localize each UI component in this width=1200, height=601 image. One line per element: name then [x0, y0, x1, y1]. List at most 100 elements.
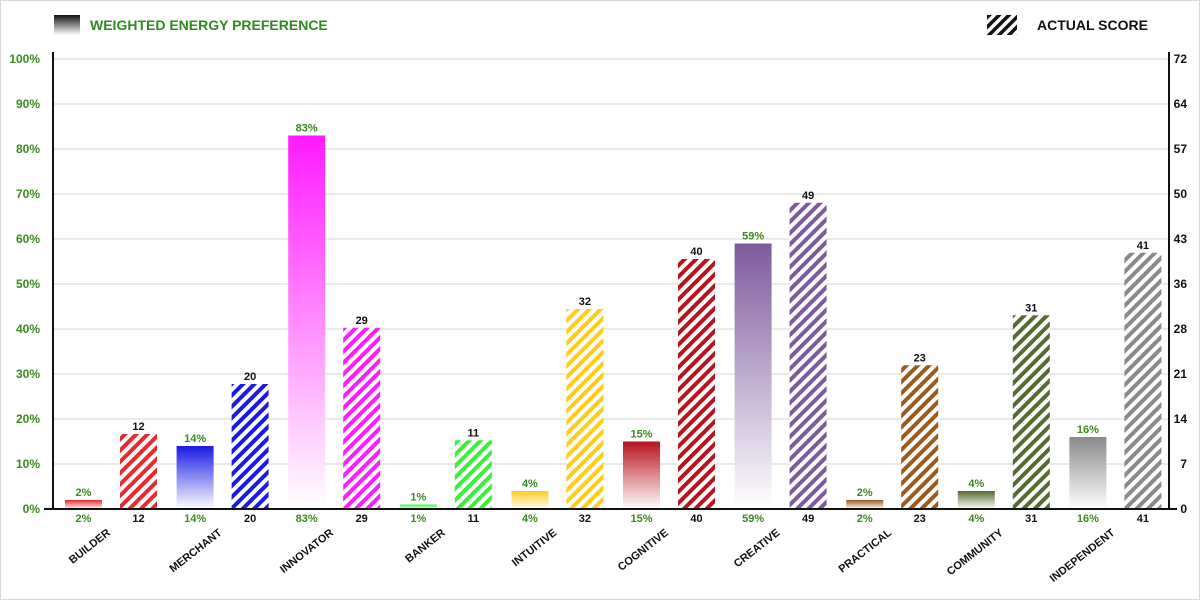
score-value-label: 40 [690, 246, 702, 258]
score-bar-merchant [231, 384, 269, 509]
preference-bottom-label: 15% [630, 513, 652, 525]
preference-value-label: 2% [76, 487, 92, 499]
score-value-label: 12 [132, 421, 144, 433]
preference-bottom-label: 16% [1077, 513, 1099, 525]
score-value-label: 11 [467, 427, 479, 439]
left-axis-ticks: 0% 10% 20% 30% 40% 50% 60% 70% 80% 90% 100% [9, 52, 40, 516]
right-tick-label: 72 [1174, 52, 1188, 66]
score-bottom-label: 20 [244, 513, 256, 525]
grid [53, 58, 1169, 465]
left-tick-label: 60% [16, 232, 40, 246]
legend: WEIGHTED ENERGY PREFERENCE ACTUAL SCORE [54, 15, 1148, 35]
preference-bar-banker [399, 504, 437, 509]
left-tick-label: 70% [16, 187, 40, 201]
preference-bottom-label: 59% [742, 513, 764, 525]
score-value-label: 29 [356, 315, 368, 327]
preference-bar-community [957, 491, 995, 509]
category-label-creative: CREATIVE [732, 527, 783, 570]
right-tick-label: 50 [1174, 187, 1188, 201]
score-bottom-label: 32 [579, 513, 591, 525]
left-tick-label: 30% [16, 367, 40, 381]
preference-value-label: 4% [522, 478, 538, 490]
preference-value-label: 16% [1077, 424, 1099, 436]
score-value-label: 41 [1137, 240, 1149, 252]
right-tick-label: 21 [1174, 367, 1188, 381]
category-label-banker: BANKER [403, 527, 448, 565]
bottom-value-labels: 2% 12 14% 20 83% 29 1% 11 4% 32 15% 40 59% 49 2% 23 4% 31… [76, 513, 1149, 525]
preference-value-label: 14% [184, 433, 206, 445]
right-tick-label: 57 [1174, 142, 1188, 156]
category-label-innovator: INNOVATOR [278, 527, 336, 576]
right-tick-label: 28 [1174, 322, 1188, 336]
preference-bottom-label: 14% [184, 513, 206, 525]
score-bottom-label: 23 [914, 513, 926, 525]
legend-preference-label: WEIGHTED ENERGY PREFERENCE [90, 17, 328, 33]
right-tick-label: 0 [1180, 502, 1187, 516]
left-tick-label: 20% [16, 412, 40, 426]
score-value-label: 31 [1025, 302, 1037, 314]
score-value-label: 23 [914, 352, 926, 364]
score-bottom-label: 12 [132, 513, 144, 525]
category-label-practical: PRACTICAL [837, 527, 895, 576]
category-label-independent: INDEPENDENT [1048, 527, 1118, 585]
score-bar-banker [454, 440, 492, 509]
score-bar-practical [901, 365, 939, 509]
category-labels: BUILDER MERCHANT INNOVATOR BANKER INTUITIVE C… [67, 527, 1118, 585]
score-value-label: 20 [244, 371, 256, 383]
preference-bar-intuitive [511, 491, 549, 509]
score-bar-intuitive [566, 309, 604, 509]
preference-bottom-label: 4% [522, 513, 538, 525]
score-bar-independent [1124, 252, 1162, 509]
left-tick-label: 40% [16, 322, 40, 336]
left-tick-label: 0% [23, 502, 41, 516]
left-tick-label: 10% [16, 457, 40, 471]
right-tick-label: 36 [1174, 277, 1188, 291]
category-label-merchant: MERCHANT [167, 527, 224, 575]
score-bar-community [1012, 315, 1050, 509]
preference-bar-independent [1069, 437, 1107, 509]
preference-value-label: 83% [296, 123, 318, 135]
score-bottom-label: 40 [690, 513, 702, 525]
preference-value-label: 2% [857, 487, 873, 499]
score-bottom-label: 31 [1025, 513, 1037, 525]
preference-bottom-label: 2% [76, 513, 92, 525]
preference-bottom-label: 1% [410, 513, 426, 525]
legend-score-swatch [987, 15, 1017, 35]
preference-bar-creative [734, 243, 772, 509]
preference-bottom-label: 2% [857, 513, 873, 525]
right-tick-label: 7 [1180, 457, 1187, 471]
score-bar-creative [789, 202, 827, 509]
preference-value-label: 15% [630, 429, 652, 441]
score-bottom-label: 29 [356, 513, 368, 525]
category-label-cognitive: COGNITIVE [616, 527, 671, 574]
category-label-builder: BUILDER [67, 527, 113, 567]
legend-score-label: ACTUAL SCORE [1037, 17, 1148, 33]
score-bottom-label: 11 [467, 513, 479, 525]
preference-value-label: 59% [742, 231, 764, 243]
score-bar-builder [120, 434, 157, 509]
score-value-label: 32 [579, 296, 591, 308]
legend-preference-swatch [54, 15, 80, 35]
preference-value-label: 1% [410, 492, 426, 504]
preference-value-label: 4% [968, 478, 984, 490]
preference-bar-innovator [288, 135, 326, 509]
score-bottom-label: 41 [1137, 513, 1149, 525]
right-tick-label: 64 [1174, 97, 1188, 111]
axes [44, 52, 1177, 510]
category-label-community: COMMUNITY [945, 527, 1006, 579]
preference-bar-merchant [176, 446, 214, 509]
preference-bar-builder [65, 500, 102, 509]
right-tick-label: 43 [1174, 232, 1188, 246]
preference-bottom-label: 4% [968, 513, 984, 525]
score-bar-cognitive [678, 259, 715, 509]
right-tick-label: 14 [1174, 412, 1188, 426]
score-value-label: 49 [802, 190, 814, 202]
preference-bar-practical [846, 500, 884, 509]
left-tick-label: 90% [16, 97, 40, 111]
score-bottom-label: 49 [802, 513, 814, 525]
preference-bar-cognitive [623, 441, 660, 509]
score-bar-innovator [343, 327, 381, 509]
left-tick-label: 80% [16, 142, 40, 156]
